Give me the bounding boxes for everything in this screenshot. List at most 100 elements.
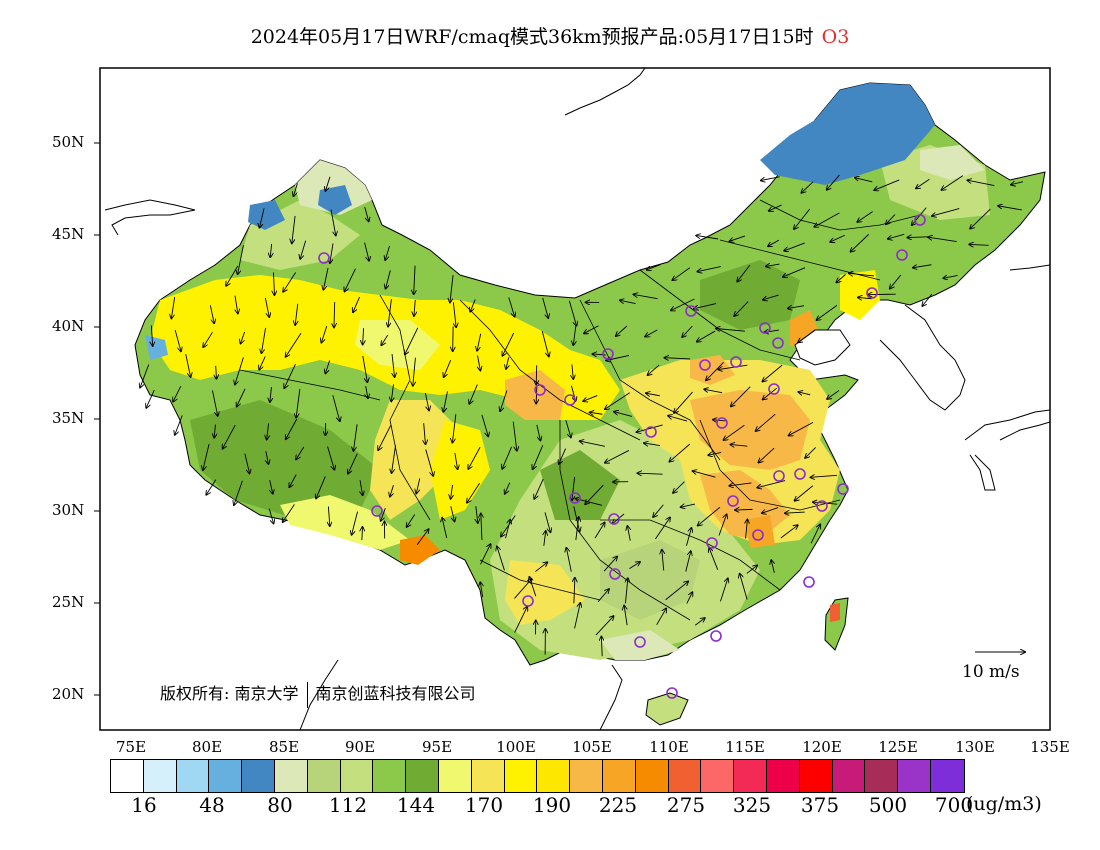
- hainan: [645, 692, 689, 726]
- lon-label: 105E: [572, 738, 612, 756]
- wind-arrow: [662, 550, 664, 571]
- wind-arrow: [855, 178, 873, 183]
- legend-swatch: [471, 760, 505, 792]
- wind-arrow: [580, 441, 605, 447]
- city-marker: [710, 630, 722, 642]
- low-ozone-northeast: [760, 83, 935, 185]
- wind-arrow: [442, 518, 448, 539]
- legend-swatch: [865, 760, 899, 792]
- wind-arrow: [501, 515, 516, 536]
- wind-arrow: [827, 174, 840, 190]
- lon-label: 80E: [191, 738, 223, 756]
- legend-swatch: [373, 760, 407, 792]
- wind-arrow: [344, 268, 356, 292]
- lon-label: 100E: [496, 738, 536, 756]
- wind-arrow: [140, 364, 150, 387]
- wind-arrow: [595, 616, 614, 636]
- map-frame: [99, 67, 1051, 731]
- wind-arrow: [321, 325, 328, 342]
- legend-swatch: [766, 760, 800, 792]
- city-marker: [534, 384, 546, 396]
- wind-arrow: [270, 243, 271, 257]
- legend-label: 16: [131, 793, 157, 817]
- city-marker: [666, 687, 678, 699]
- wind-arrow: [780, 525, 798, 539]
- wind-arrow: [366, 386, 368, 398]
- wind-arrow: [798, 392, 811, 395]
- legend-label: 48: [199, 793, 225, 817]
- wind-arrow: [789, 421, 814, 435]
- wind-arrow: [541, 331, 549, 356]
- wind-arrow: [572, 364, 573, 379]
- legend-swatch: [504, 760, 538, 792]
- wind-arrow: [653, 504, 664, 517]
- wind-arrow: [768, 239, 780, 246]
- wind-arrow: [332, 395, 340, 421]
- wind-arrow: [353, 424, 358, 451]
- wind-arrow: [763, 294, 779, 300]
- wind-arrow: [746, 565, 757, 574]
- wind-arrow: [970, 208, 991, 229]
- legend-label: 375: [800, 793, 840, 817]
- wind-arrow: [798, 330, 816, 342]
- wind-arrow: [286, 418, 298, 439]
- wind-arrow: [425, 449, 433, 476]
- wind-arrow: [967, 180, 995, 187]
- wind-arrow: [943, 275, 958, 278]
- wind-arrow: [264, 297, 269, 317]
- city-marker: [816, 500, 828, 512]
- legend-swatch: [570, 760, 603, 792]
- city-marker: [564, 394, 576, 406]
- legend-swatch: [242, 760, 275, 792]
- wind-arrow: [814, 212, 840, 227]
- wind-arrow: [381, 334, 389, 345]
- wind-arrow: [729, 235, 746, 241]
- wind-arrow: [645, 329, 658, 337]
- lon-label: 130E: [955, 738, 995, 756]
- wind-arrow: [836, 274, 846, 282]
- wind-arrow: [574, 578, 575, 604]
- wind-arrow: [529, 577, 537, 597]
- legend-label: 700: [934, 793, 974, 817]
- lon-label: 75E: [115, 738, 147, 756]
- wind-arrow: [292, 215, 296, 244]
- wind-arrow: [240, 331, 246, 344]
- wind-arrow: [481, 414, 488, 436]
- wind-arrow: [390, 485, 394, 496]
- wind-arrow: [469, 384, 478, 404]
- wind-arrow: [731, 386, 751, 407]
- wind-arrow: [452, 302, 456, 327]
- wind-arrow: [544, 531, 546, 546]
- legend-swatch: [668, 760, 702, 792]
- wind-arrow: [348, 453, 358, 474]
- wind-arrow: [697, 266, 721, 272]
- wind-arrow: [907, 237, 929, 238]
- wind-arrow: [693, 471, 716, 478]
- wind-arrow: [360, 480, 363, 495]
- wind-arrow: [330, 243, 334, 263]
- lat-label: 50N: [52, 133, 85, 151]
- wind-arrow: [296, 388, 301, 418]
- wind-arrow: [444, 360, 452, 377]
- legend-swatch: [734, 760, 767, 792]
- wind-arrow: [656, 608, 666, 626]
- wind-arrow: [941, 175, 964, 190]
- wind-arrow: [718, 514, 727, 536]
- wind-arrow: [413, 357, 416, 386]
- city-marker: [706, 537, 718, 549]
- wind-arrow: [998, 206, 1023, 211]
- wind-arrow: [237, 388, 246, 407]
- wind-arrow: [226, 265, 239, 286]
- city-marker: [772, 337, 784, 349]
- wind-arrow: [352, 511, 359, 535]
- wind-arrow: [568, 300, 576, 326]
- wind-arrow: [928, 237, 957, 242]
- wind-arrow: [857, 211, 873, 222]
- wind-arrow: [175, 415, 183, 434]
- wind-arrow: [674, 391, 693, 413]
- wind-arrow: [407, 514, 416, 527]
- wind-arrow: [783, 267, 806, 277]
- wind-arrow: [295, 303, 298, 325]
- legend-swatch: [340, 760, 374, 792]
- wind-arrow: [266, 451, 269, 464]
